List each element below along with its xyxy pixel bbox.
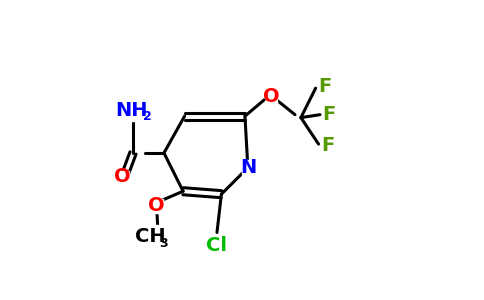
- Text: O: O: [263, 88, 280, 106]
- Text: F: F: [318, 77, 331, 96]
- Bar: [208, 236, 227, 252]
- Text: 2: 2: [143, 110, 152, 123]
- Bar: [151, 199, 163, 213]
- Text: O: O: [114, 167, 130, 186]
- Bar: [318, 80, 328, 93]
- Bar: [242, 160, 254, 175]
- Text: CH: CH: [136, 227, 166, 246]
- Text: F: F: [322, 105, 335, 124]
- Text: 3: 3: [160, 237, 168, 250]
- Text: F: F: [321, 136, 334, 155]
- Bar: [117, 171, 129, 185]
- Bar: [122, 103, 144, 121]
- Bar: [321, 139, 331, 152]
- Bar: [266, 90, 277, 104]
- Bar: [322, 108, 333, 121]
- Text: NH: NH: [115, 101, 148, 120]
- Text: N: N: [240, 158, 256, 177]
- Text: Cl: Cl: [207, 236, 227, 255]
- Bar: [144, 225, 166, 249]
- Text: O: O: [148, 196, 165, 215]
